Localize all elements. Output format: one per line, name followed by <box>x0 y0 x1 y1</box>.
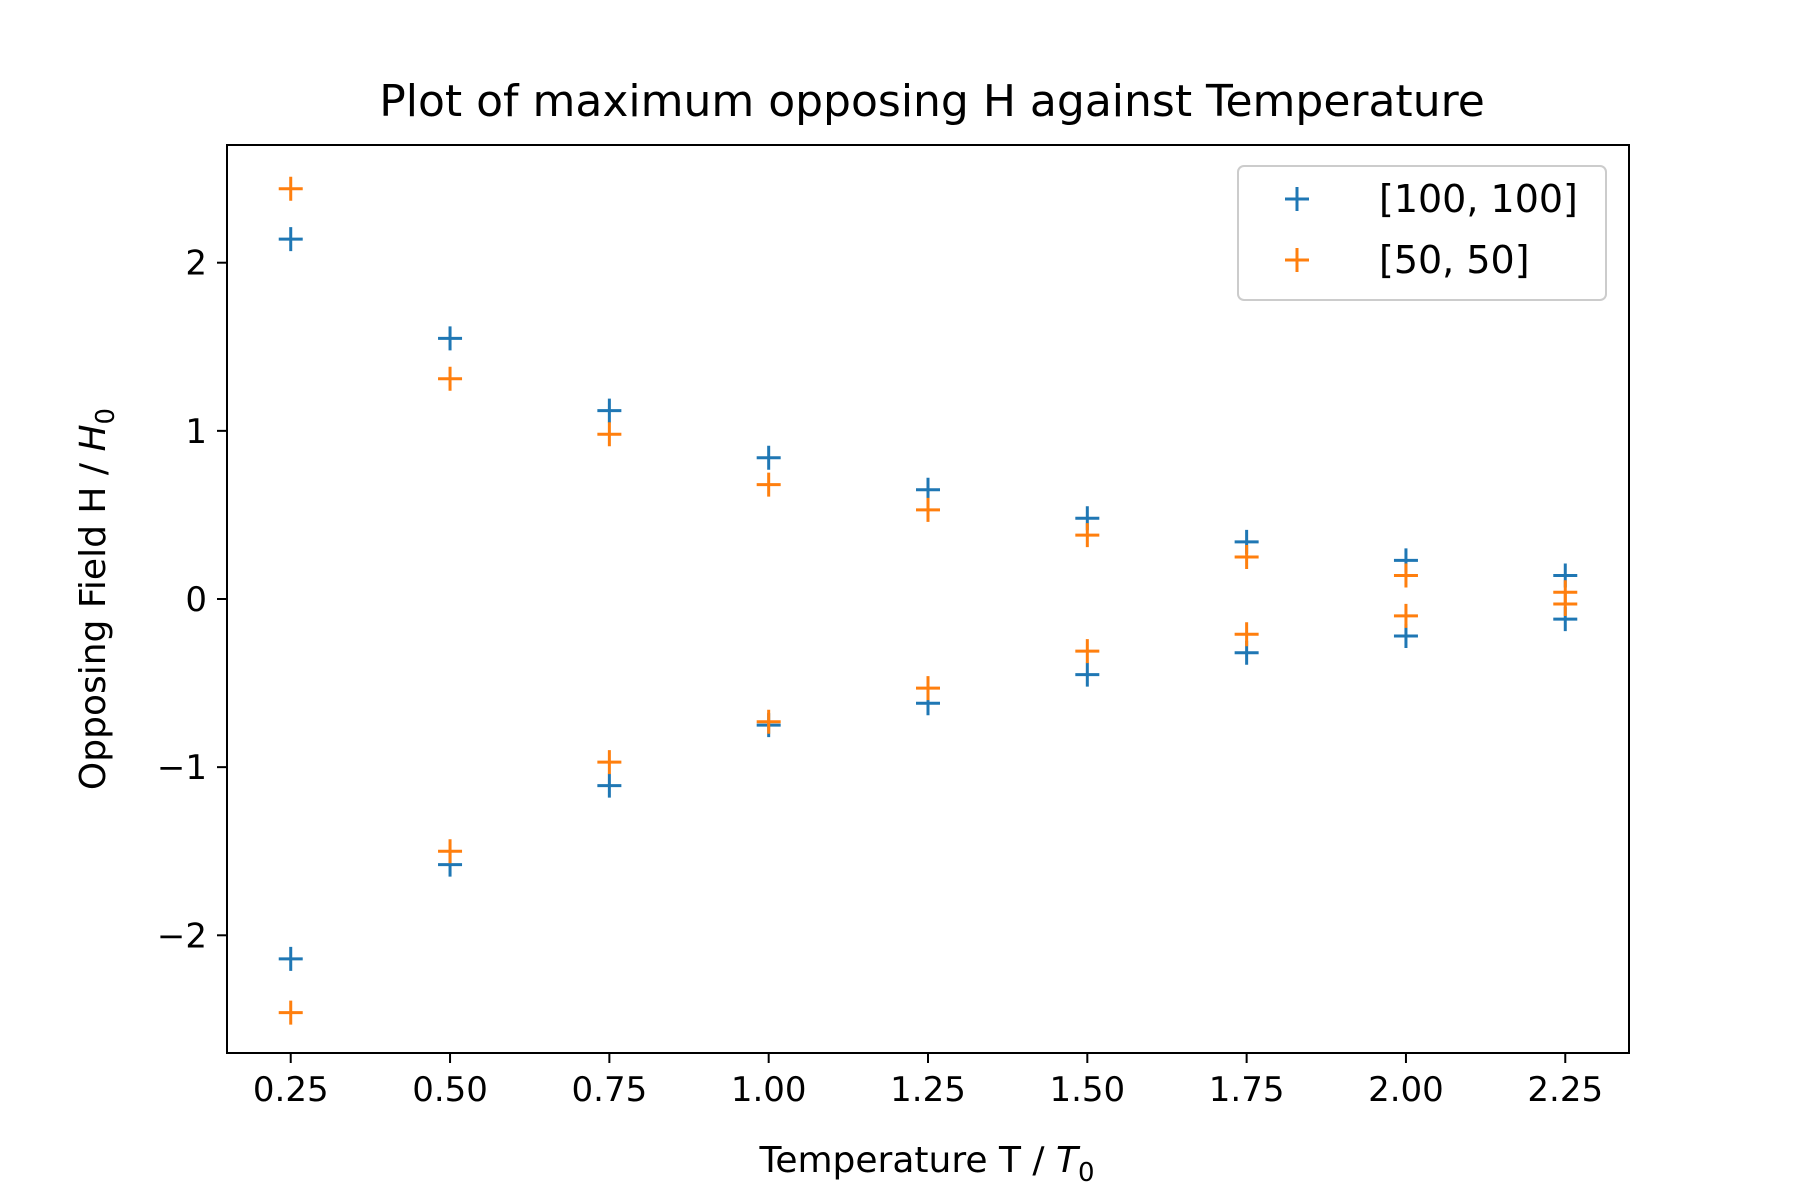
y-tick-label: −2 <box>157 916 207 956</box>
data-point <box>597 750 622 775</box>
chart-title: Plot of maximum opposing H against Tempe… <box>379 76 1485 127</box>
series-2-markers <box>278 176 1578 1025</box>
y-tick-label: 1 <box>185 412 207 452</box>
y-axis-label-var: H <box>73 424 114 451</box>
legend-marker <box>1285 248 1309 272</box>
x-axis-label-sub: 0 <box>1078 1158 1095 1188</box>
legend-box <box>1237 165 1607 301</box>
legend: [100, 100] [50, 50] <box>1237 165 1607 301</box>
data-point <box>756 472 781 497</box>
data-point <box>1393 603 1418 628</box>
data-point <box>597 422 622 447</box>
data-point <box>1393 623 1418 648</box>
data-point <box>278 1000 303 1025</box>
data-point <box>597 398 622 423</box>
x-tick-label: 0.75 <box>572 1070 648 1110</box>
legend-marker <box>1285 187 1309 211</box>
data-point <box>756 709 781 734</box>
y-tick-label: −1 <box>157 748 207 788</box>
x-tick-label: 1.25 <box>890 1070 966 1110</box>
x-tick-label: 1.50 <box>1049 1070 1125 1110</box>
data-point <box>916 676 940 701</box>
data-point <box>1234 544 1259 569</box>
y-axis-label: Opposing Field H / H0 <box>73 408 121 790</box>
data-point <box>1075 662 1100 687</box>
x-tick-label: 2.25 <box>1527 1070 1603 1110</box>
data-point <box>438 839 463 864</box>
x-tick-label: 1.75 <box>1209 1070 1285 1110</box>
data-markers <box>278 176 1578 1025</box>
data-point <box>1553 592 1578 617</box>
data-point <box>278 946 303 971</box>
y-axis-label-sub: 0 <box>91 408 121 425</box>
data-point <box>1393 563 1418 588</box>
data-point <box>1234 622 1259 647</box>
x-axis: 0.25 0.50 0.75 1.00 1.25 1.50 1.75 2.00 2.25 <box>253 1053 1603 1110</box>
data-point <box>278 176 303 201</box>
x-tick-label: 0.50 <box>412 1070 488 1110</box>
x-axis-label-var: T <box>1056 1140 1081 1181</box>
series-1-markers <box>278 227 1578 971</box>
data-point <box>438 366 463 391</box>
legend-label: [50, 50] <box>1379 238 1530 282</box>
y-axis-label-text: Opposing Field H / <box>73 452 114 791</box>
legend-label: [100, 100] <box>1379 177 1578 221</box>
data-point <box>916 477 940 502</box>
data-point <box>756 445 781 470</box>
data-point <box>438 326 463 351</box>
data-point <box>1075 639 1100 664</box>
y-axis: −2 −1 0 1 2 <box>157 244 227 956</box>
x-tick-label: 2.00 <box>1368 1070 1444 1110</box>
data-point <box>278 227 303 252</box>
x-tick-label: 1.00 <box>731 1070 807 1110</box>
data-point <box>597 773 622 798</box>
data-point <box>916 497 940 522</box>
x-axis-label-text: Temperature T / <box>758 1140 1056 1181</box>
x-tick-label: 0.25 <box>253 1070 329 1110</box>
data-point <box>1075 523 1100 548</box>
x-axis-label: Temperature T / T0 <box>758 1140 1094 1188</box>
y-tick-label: 2 <box>185 244 207 284</box>
y-tick-label: 0 <box>185 580 207 620</box>
